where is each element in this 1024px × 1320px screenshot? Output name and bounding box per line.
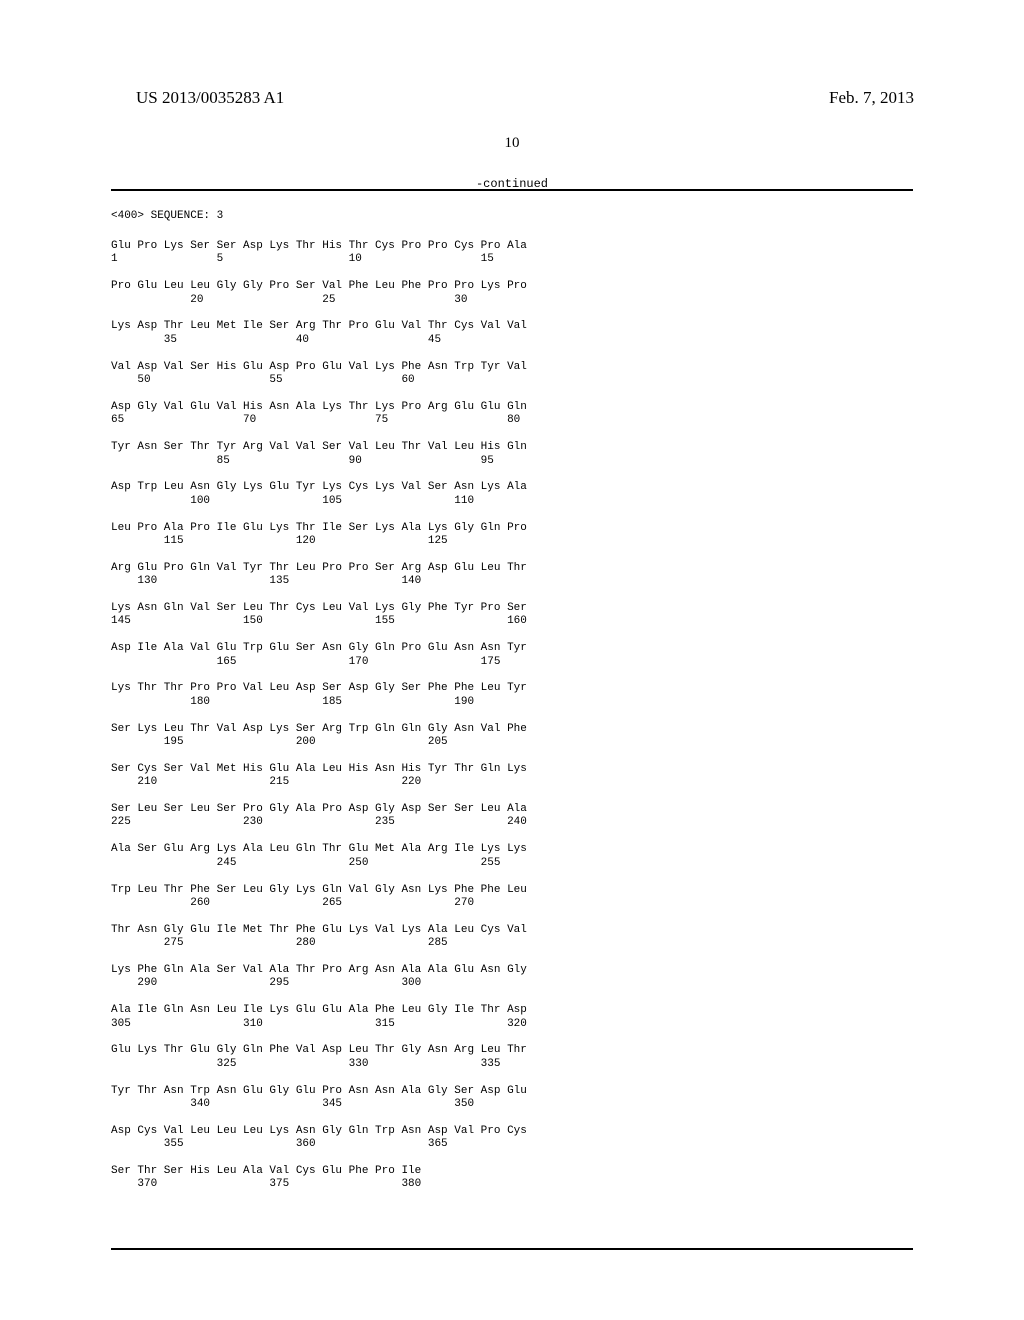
sequence-header: <400> SEQUENCE: 3	[111, 210, 223, 222]
page-number: 10	[0, 135, 1024, 152]
sequence-listing: Glu Pro Lys Ser Ser Asp Lys Thr His Thr …	[111, 240, 527, 1192]
document-date: Feb. 7, 2013	[829, 88, 914, 108]
rule-top	[111, 189, 913, 191]
rule-bottom	[111, 1248, 913, 1250]
document-id: US 2013/0035283 A1	[136, 88, 284, 108]
